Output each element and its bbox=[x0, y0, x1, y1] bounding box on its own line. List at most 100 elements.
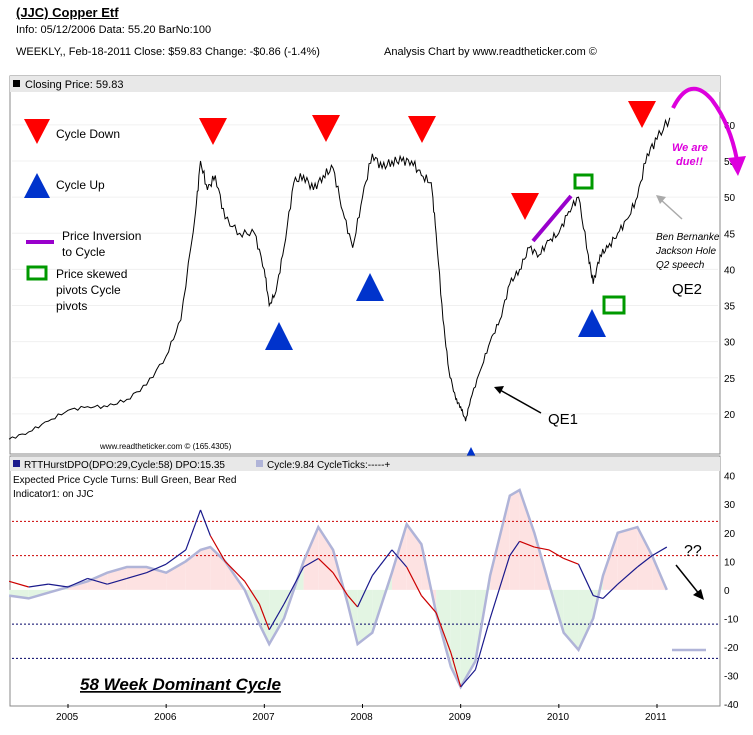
x-tick-label: 2009 bbox=[449, 712, 472, 723]
dpo-segment bbox=[209, 535, 226, 562]
bernanke-arrow bbox=[659, 198, 683, 220]
dpo-segment bbox=[617, 566, 638, 585]
cycle-series-line bbox=[8, 488, 668, 690]
x-axis-ticks: 2005 2006 2007 2008 2009 2010 2011 bbox=[56, 704, 667, 723]
legend-inversion-label-2: to Cycle bbox=[62, 245, 106, 259]
legend-skewed-label-2: pivots Cycle bbox=[56, 283, 121, 297]
cycle-turn-fill bbox=[303, 527, 319, 590]
cycle-turn-fill bbox=[318, 527, 334, 590]
indicator-y-tick-label: 0 bbox=[724, 586, 730, 597]
price-y-tick-label: 25 bbox=[724, 374, 736, 385]
qe2-label: QE2 bbox=[672, 281, 702, 298]
cycle-turn-fill bbox=[126, 567, 147, 590]
price-y-tick-label: 40 bbox=[724, 265, 736, 276]
indicator-y-ticks: -40 -30 -20 -10 0 10 20 30 40 bbox=[724, 472, 739, 711]
chart-title: (JJC) Copper Etf bbox=[16, 5, 119, 20]
dpo-segment bbox=[519, 540, 535, 548]
x-tick-label: 2008 bbox=[351, 712, 374, 723]
watermark: www.readtheticker.com © (165.4305) bbox=[99, 442, 232, 451]
dpo-segment bbox=[258, 603, 270, 631]
indicator-y-tick-label: -40 bbox=[724, 700, 739, 711]
cycle-turn-fill bbox=[107, 567, 127, 590]
dpo-legend-label: RTTHurstDPO(DPO:29,Cycle:58) DPO:15.35 bbox=[24, 460, 225, 471]
bernanke-arrowhead bbox=[656, 195, 666, 204]
dpo-segment bbox=[460, 669, 476, 688]
cycle-turn-fill bbox=[617, 527, 638, 590]
dpo-segment bbox=[406, 566, 422, 596]
cycle-turn-fill bbox=[436, 589, 451, 667]
cycle-turn-fill bbox=[200, 547, 211, 590]
indicator-y-tick-label: 40 bbox=[724, 472, 736, 483]
legend-skewed-label-3: pivots bbox=[56, 299, 87, 313]
cycle-turn-fill bbox=[509, 489, 520, 590]
question-label: ?? bbox=[684, 543, 702, 560]
cycle-down-marker bbox=[628, 101, 656, 128]
dpo-segment bbox=[474, 618, 491, 670]
dpo-segment bbox=[126, 572, 147, 580]
cycle-up-marker bbox=[356, 273, 384, 301]
cycle-up-marker bbox=[578, 309, 606, 337]
legend-cycle-up-label: Cycle Up bbox=[56, 178, 105, 192]
cycle-turn-fill bbox=[578, 589, 594, 650]
legend-skewed-icon bbox=[26, 265, 48, 281]
indicator-y-tick-label: -20 bbox=[724, 643, 739, 654]
dpo-segment bbox=[602, 583, 619, 599]
indicator-y-tick-label: -10 bbox=[724, 614, 739, 625]
price-y-grid bbox=[12, 124, 718, 415]
dpo-segment bbox=[450, 652, 462, 688]
cycle-turn-fill bbox=[637, 527, 653, 590]
price-y-tick-label: 30 bbox=[724, 338, 736, 349]
indicator-y-tick-label: -30 bbox=[724, 671, 739, 682]
dpo-segment bbox=[593, 594, 604, 599]
inversion-marker bbox=[531, 194, 573, 243]
cycle-turn-fill bbox=[460, 589, 476, 687]
x-tick-label: 2007 bbox=[252, 712, 275, 723]
bernanke-label-2: Jackson Hole bbox=[655, 246, 716, 257]
price-y-tick-label: 20 bbox=[724, 410, 736, 421]
cycle-turn-fill bbox=[519, 489, 535, 590]
dpo-segment bbox=[165, 549, 187, 565]
legend-skewed-label-1: Price skewed bbox=[56, 267, 127, 281]
legend-cycle-up-icon bbox=[24, 173, 50, 198]
skewed-pivot-marker bbox=[602, 295, 626, 315]
dpo-segment bbox=[199, 509, 211, 536]
price-y-tick-label: 55 bbox=[724, 157, 736, 168]
indicator-panel: RTTHurstDPO(DPO:29,Cycle:58) DPO:15.35 C… bbox=[8, 455, 739, 723]
dpo-segment bbox=[357, 575, 373, 608]
cycle-turn-fill bbox=[146, 567, 167, 590]
info-line: Info: 05/12/2006 Data: 55.20 BarNo:100 bbox=[16, 24, 212, 36]
due-label-1: We are bbox=[672, 142, 708, 154]
dpo-segment bbox=[28, 583, 49, 588]
dpo-segment bbox=[636, 555, 653, 568]
credit-line: Analysis Chart by www.readtheticker.com … bbox=[384, 46, 597, 58]
cycle-legend-label: Cycle:9.84 CycleTicks:-----+ bbox=[267, 460, 390, 471]
cycle-down-marker bbox=[408, 116, 436, 143]
indicator-y-tick-label: 30 bbox=[724, 500, 736, 511]
price-y-tick-label: 35 bbox=[724, 302, 736, 313]
dpo-segment bbox=[107, 577, 128, 585]
dpo-segment bbox=[146, 563, 167, 574]
qe1-arrow bbox=[499, 389, 542, 414]
dpo-segment bbox=[332, 572, 349, 596]
due-arc bbox=[671, 86, 739, 161]
cycle-turn-fill bbox=[563, 589, 579, 650]
x-tick-label: 2011 bbox=[645, 712, 667, 723]
dpo-segment bbox=[534, 546, 550, 551]
dpo-segment bbox=[577, 563, 594, 596]
dpo-segment bbox=[509, 541, 521, 556]
dpo-segment bbox=[268, 603, 285, 631]
cycle-turn-fill bbox=[357, 589, 373, 645]
dpo-segment bbox=[347, 595, 359, 608]
dpo-segment bbox=[391, 549, 408, 568]
price-y-tick-label: 60 bbox=[724, 121, 736, 132]
price-series-line bbox=[8, 117, 671, 440]
price-panel-title: Closing Price: 59.83 bbox=[25, 79, 123, 91]
dpo-segment bbox=[420, 595, 437, 614]
indicator-y-tick-label: 20 bbox=[724, 529, 736, 540]
price-y-tick-label: 45 bbox=[724, 229, 736, 240]
bernanke-label-3: Q2 speech bbox=[656, 260, 705, 271]
dpo-segment bbox=[303, 557, 319, 568]
x-tick-label: 2010 bbox=[547, 712, 570, 723]
legend-cycle-down-icon bbox=[24, 119, 50, 144]
